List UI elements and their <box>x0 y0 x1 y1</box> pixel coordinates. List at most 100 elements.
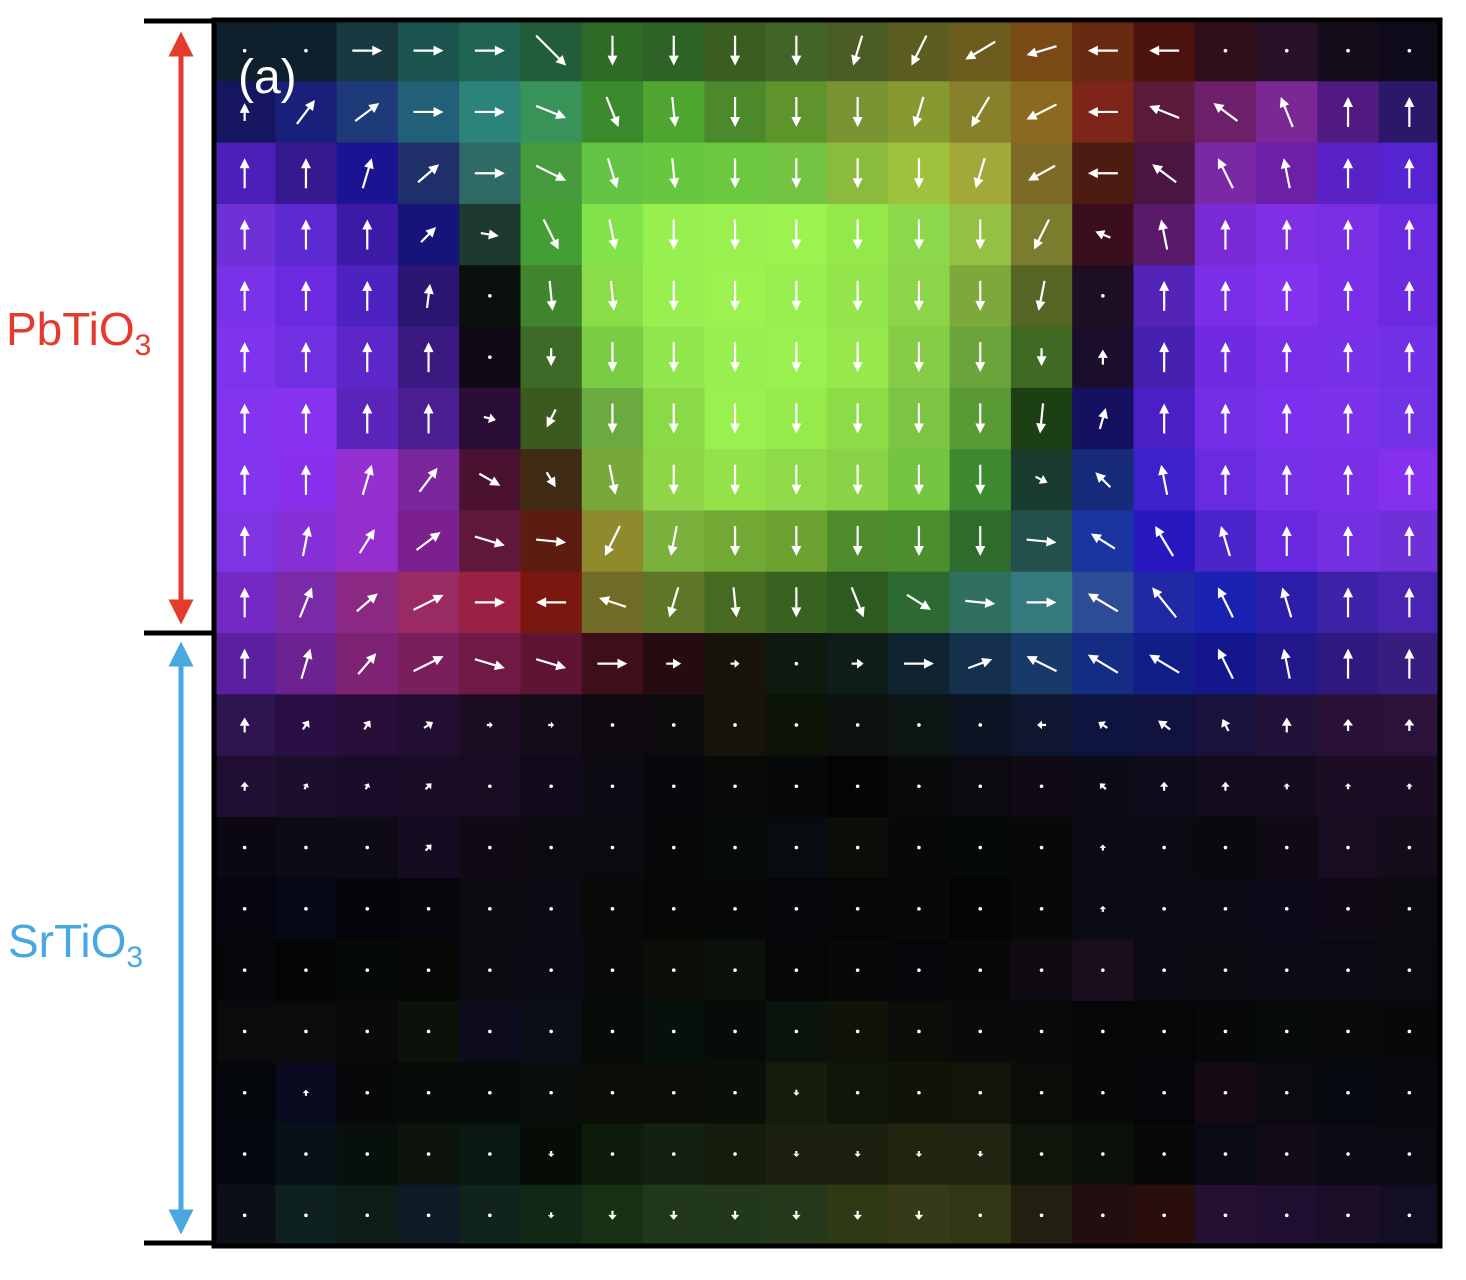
polarization-arrow <box>413 106 444 117</box>
polarization-arrow <box>240 781 249 791</box>
polarization-arrow <box>1087 45 1118 56</box>
polarization-dot <box>855 907 860 911</box>
polarization-dot <box>1162 845 1166 850</box>
polarization-arrow <box>852 342 863 373</box>
polarization-arrow <box>967 657 993 670</box>
polarization-arrow <box>976 1151 984 1158</box>
polarization-arrow <box>1343 464 1354 495</box>
polarization-arrow <box>607 35 618 66</box>
polarization-arrow <box>1099 844 1107 851</box>
polarization-arrow <box>362 403 373 434</box>
polarization-arrow <box>1404 464 1415 495</box>
polarization-dot <box>1101 1152 1105 1156</box>
polarization-dot <box>855 845 860 850</box>
polarization-arrow <box>478 472 501 486</box>
heatmap-grid <box>214 20 1441 1247</box>
polarization-arrow <box>1343 280 1354 311</box>
polarization-dot <box>365 1213 370 1218</box>
polarization-arrow <box>239 403 250 434</box>
polarization-arrow <box>542 219 559 250</box>
polarization-dot <box>1284 48 1289 53</box>
polarization-dot <box>488 355 492 359</box>
polarization-dot <box>794 1029 799 1034</box>
polarization-arrow <box>1343 718 1354 731</box>
polarization-arrow <box>1026 656 1058 673</box>
polarization-arrow <box>239 102 250 121</box>
polarization-arrow <box>239 464 250 495</box>
polarization-arrow <box>1281 464 1292 495</box>
polarization-arrow <box>730 96 741 127</box>
polarization-arrow <box>358 529 375 554</box>
polarization-arrow <box>730 526 741 557</box>
polarization-arrow <box>300 280 311 311</box>
polarization-arrow <box>535 104 567 119</box>
polarization-arrow <box>791 280 802 311</box>
polarization-dot <box>1039 845 1044 850</box>
polarization-arrow <box>791 587 802 618</box>
polarization-arrow <box>597 658 628 669</box>
polarization-arrow <box>913 342 924 373</box>
polarization-arrow <box>975 403 986 434</box>
polarization-arrow <box>1036 348 1047 367</box>
polarization-arrow <box>730 403 741 434</box>
polarization-arrow <box>1152 587 1178 619</box>
polarization-arrow <box>852 403 863 434</box>
polarization-dot <box>917 907 921 911</box>
polarization-dot <box>488 294 492 298</box>
polarization-dot <box>304 1213 308 1218</box>
polarization-arrow <box>486 721 493 729</box>
polarization-arrow <box>913 403 924 434</box>
polarization-arrow <box>608 1210 617 1220</box>
polarization-arrow <box>1343 96 1354 127</box>
polarization-dot <box>917 723 921 727</box>
polarization-dot <box>488 1152 492 1156</box>
polarization-dot <box>304 907 308 911</box>
polarization-arrow <box>852 280 863 311</box>
polarization-arrow <box>1404 648 1415 679</box>
polarization-arrow <box>1159 403 1170 434</box>
polarization-dot <box>1407 1090 1412 1095</box>
polarization-arrow <box>793 1089 800 1096</box>
polarization-arrow <box>1087 654 1119 674</box>
polarization-arrow <box>301 526 312 557</box>
polarization-arrow <box>413 45 444 56</box>
polarization-arrow <box>474 658 505 671</box>
polarization-arrow <box>851 35 864 66</box>
polarization-dot <box>1039 1029 1044 1034</box>
polarization-arrow <box>546 280 557 311</box>
polarization-dot <box>549 1090 553 1095</box>
polarization-arrow <box>668 35 679 66</box>
polarization-arrow <box>483 413 496 424</box>
polarization-dot <box>1223 968 1228 972</box>
polarization-arrow <box>474 168 505 179</box>
polarization-dot <box>794 723 799 727</box>
polarization-arrow <box>474 535 505 548</box>
polarization-arrow <box>1404 342 1415 373</box>
polarization-arrow <box>854 1151 861 1158</box>
polarization-dot <box>488 784 492 789</box>
polarization-arrow <box>914 1210 924 1220</box>
polarization-dot <box>304 48 308 53</box>
polarization-dot <box>1223 845 1228 850</box>
polarization-dot <box>365 1029 370 1034</box>
polarization-dot <box>242 1029 247 1034</box>
polarization-arrow <box>607 280 618 311</box>
polarization-arrow <box>1343 403 1354 434</box>
polarization-dot <box>1101 294 1105 298</box>
polarization-arrow <box>423 721 434 730</box>
polarization-arrow <box>965 40 996 60</box>
polarization-arrow <box>474 45 505 56</box>
polarization-arrow <box>1404 718 1415 731</box>
polarization-dot <box>1407 907 1412 911</box>
polarization-arrow <box>363 783 371 790</box>
polarization-arrow <box>1220 464 1231 495</box>
polarization-arrow <box>413 594 444 611</box>
polarization-arrow <box>851 658 864 669</box>
polarization-arrow <box>1217 587 1234 618</box>
polarization-dot <box>671 723 676 727</box>
polarization-dot <box>549 1029 553 1034</box>
polarization-dot <box>610 1152 615 1156</box>
polarization-arrow <box>545 471 556 488</box>
polarization-arrow <box>361 464 374 496</box>
polarization-arrow <box>1280 648 1291 679</box>
